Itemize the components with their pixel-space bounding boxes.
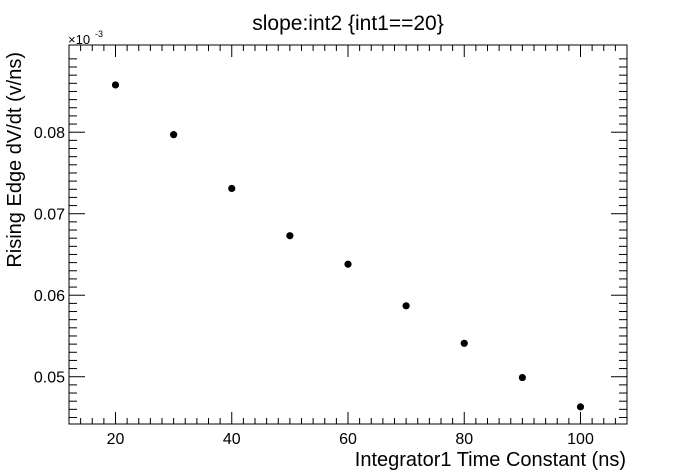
chart-title: slope:int2 {int1==20}: [252, 12, 444, 35]
data-point: [111, 81, 120, 89]
data-point: [228, 184, 236, 193]
y-multiplier-exponent: -3: [95, 29, 103, 39]
data-point: [460, 339, 468, 347]
x-tick-label: 40: [223, 431, 241, 448]
data-point: [286, 232, 294, 240]
y-tick-label: 0.06: [34, 288, 65, 305]
x-tick-label: 60: [339, 431, 357, 448]
y-tick-label: 0.07: [34, 207, 65, 224]
points-group: [111, 81, 585, 411]
y-multiplier-base: ×10: [68, 32, 90, 47]
x-tick-label: 100: [567, 431, 594, 448]
x-tick-label: 80: [455, 431, 473, 448]
data-point: [518, 373, 526, 382]
ticks-group: 20 40 60 80 100 0.05 0.06 0.07 0.08: [34, 45, 627, 448]
x-tick-label: 20: [107, 431, 125, 448]
y-axis-label: Rising Edge dV/dt (v/ns): [4, 52, 26, 268]
y-tick-label: 0.08: [34, 125, 65, 142]
data-point: [170, 131, 178, 139]
y-tick-label: 0.05: [34, 370, 65, 387]
data-point: [576, 403, 585, 411]
data-point: [344, 260, 352, 268]
data-point: [402, 302, 410, 310]
x-axis-label: Integrator1 Time Constant (ns): [355, 449, 626, 471]
